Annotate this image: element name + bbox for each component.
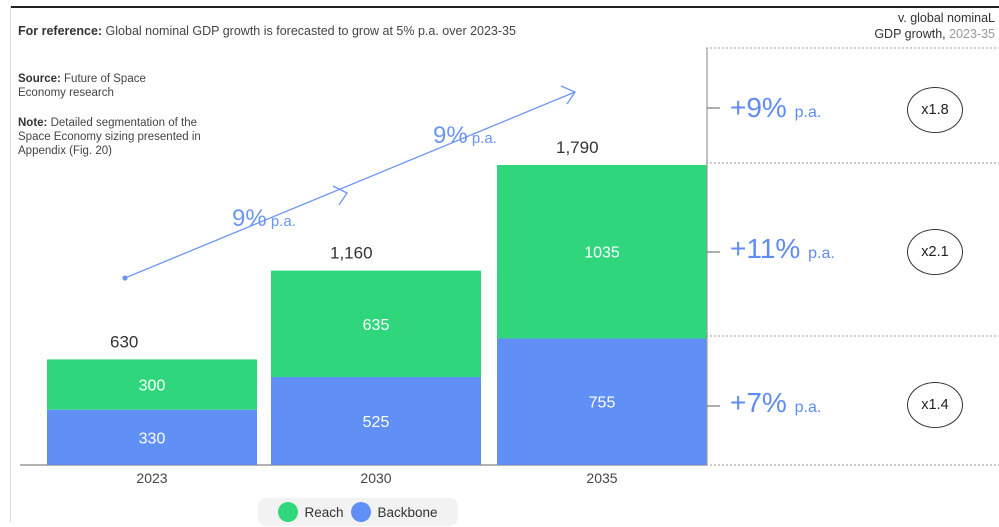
growth-reach: +11% p.a.: [730, 233, 835, 265]
data-label-reach-2035: 1035: [584, 245, 620, 262]
growth-header-line1: v. global nominaL: [897, 11, 995, 25]
top-rule: [10, 6, 999, 8]
left-rule: [10, 6, 11, 522]
reference-label: For reference:: [18, 24, 103, 38]
bar-backbone-2035: [497, 338, 707, 465]
source-text: Future of Space Economy research: [18, 73, 146, 99]
reference-note: For reference: Global nominal GDP growth…: [18, 24, 516, 38]
legend-swatch-backbone: [351, 502, 372, 522]
total-label-2030: 1,160: [330, 244, 373, 263]
bar-backbone-2023: [47, 409, 257, 465]
total-label-2023: 630: [110, 332, 138, 351]
multiple-backbone-badge: x1.4: [907, 382, 963, 428]
total-label-2035: 1,790: [556, 138, 599, 157]
bar-reach-2023: [47, 359, 257, 410]
chart-legend: Reach Backbone: [258, 498, 458, 526]
source-note: Source: Future of Space Economy research: [18, 72, 188, 100]
note-text: Detailed segmentation of the Space Econo…: [18, 117, 201, 157]
growth-header-line2a: GDP growth,: [874, 27, 946, 41]
reference-text: Global nominal GDP growth is forecasted …: [105, 24, 516, 38]
growth-backbone: +7% p.a.: [730, 387, 821, 419]
legend-swatch-reach: [278, 502, 299, 522]
x-tick-label-2023: 2023: [136, 470, 167, 486]
cagr-label-2030-2035: 9% p.a.: [433, 122, 497, 149]
multiple-reach-value: x2.1: [921, 244, 949, 260]
data-label-backbone-2035: 755: [589, 395, 616, 412]
data-label-backbone-2030: 525: [363, 414, 390, 431]
growth-header-period: 2023-35: [949, 27, 995, 41]
trend-arrowhead-mid: [332, 185, 348, 206]
cagr-label-2023-2030: 9% p.a.: [232, 205, 296, 232]
growth-header: v. global nominaL GDP growth, 2023-35: [874, 10, 995, 42]
growth-total: +9% p.a.: [730, 92, 821, 124]
data-label-backbone-2023: 330: [139, 430, 166, 447]
growth-total-value: +9%: [730, 92, 787, 123]
bar-reach-2030: [271, 270, 481, 378]
legend-item-reach: Reach: [278, 502, 343, 522]
data-label-reach-2023: 300: [139, 378, 166, 395]
data-label-reach-2030: 635: [363, 317, 390, 334]
x-tick-label-2030: 2030: [360, 470, 391, 486]
growth-total-unit: p.a.: [794, 104, 822, 121]
multiple-reach-badge: x2.1: [907, 229, 963, 275]
bar-reach-2035: [497, 165, 707, 339]
note-label: Note:: [18, 117, 48, 129]
growth-header-line2: GDP growth, 2023-35: [874, 26, 995, 42]
legend-label-backbone: Backbone: [377, 504, 438, 520]
legend-item-backbone: Backbone: [351, 502, 438, 522]
segmentation-note: Note: Detailed segmentation of the Space…: [18, 116, 218, 158]
source-label: Source:: [18, 73, 61, 85]
growth-backbone-value: +7%: [730, 387, 787, 418]
x-tick-label-2035: 2035: [586, 470, 617, 486]
growth-reach-value: +11%: [730, 233, 801, 264]
multiple-total-value: x1.8: [921, 102, 949, 118]
legend-label-reach: Reach: [304, 504, 344, 520]
growth-backbone-unit: p.a.: [794, 399, 822, 416]
bar-backbone-2030: [271, 377, 481, 465]
multiple-total-badge: x1.8: [907, 87, 963, 133]
growth-reach-unit: p.a.: [808, 245, 835, 262]
trend-arrowhead-end: [560, 85, 576, 105]
multiple-backbone-value: x1.4: [921, 397, 949, 413]
trend-line: [124, 91, 576, 279]
